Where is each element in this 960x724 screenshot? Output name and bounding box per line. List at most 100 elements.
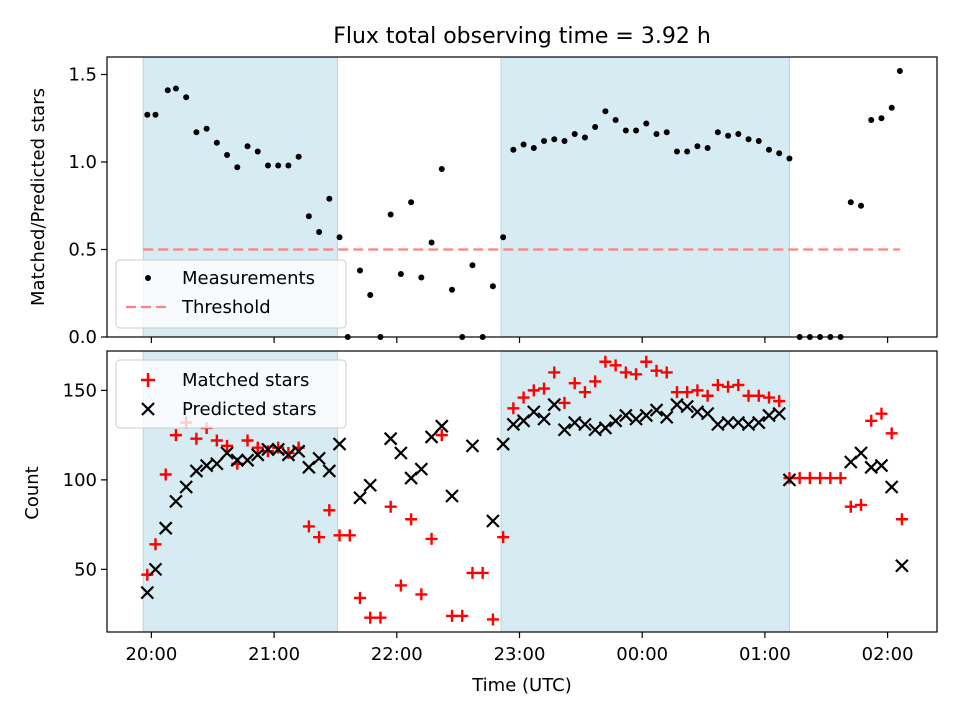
- top-shaded-regions: [142, 56, 790, 338]
- predicted-star-point: [179, 480, 193, 494]
- matched-star-point: [159, 468, 172, 481]
- predicted-star-point: [158, 521, 173, 535]
- measurement-point: [704, 145, 711, 151]
- matched-star-point: [722, 380, 735, 393]
- measurement-point: [765, 146, 772, 153]
- measurement-point: [602, 108, 609, 115]
- predicted-star-point: [629, 412, 643, 426]
- measurement-point: [316, 229, 323, 235]
- matched-star-point: [752, 389, 765, 402]
- predicted-star-point: [690, 405, 705, 419]
- predicted-star-point: [271, 442, 285, 457]
- y-tick-label: 150: [63, 380, 97, 401]
- matched-star-point: [497, 531, 510, 544]
- predicted-star-point: [711, 417, 725, 432]
- measurement-point: [418, 274, 425, 281]
- predicted-star-point: [864, 460, 879, 475]
- predicted-star-point: [762, 408, 776, 423]
- measurement-point: [356, 267, 363, 274]
- matched-star-point: [701, 389, 714, 402]
- measurement-point: [694, 143, 701, 150]
- matched-star-point: [650, 364, 663, 377]
- x-tick-label: 20:00: [125, 644, 177, 665]
- predicted-star-point: [854, 446, 868, 460]
- predicted-star-point: [782, 473, 797, 487]
- matched-star-point: [364, 611, 377, 624]
- matched-star-point: [609, 359, 622, 372]
- matched-star-point: [261, 445, 274, 458]
- measurement-point: [295, 153, 302, 160]
- bottom-panel: 50 100 150 20:00 21:00 22:00 23:00 00:00 01:00 0…: [22, 350, 938, 696]
- measurement-point: [581, 134, 588, 141]
- measurement-point: [725, 132, 732, 139]
- measurement-point: [868, 117, 875, 123]
- predicted-star-point: [680, 399, 694, 414]
- predicted-star-point: [383, 431, 398, 446]
- predicted-star-point: [639, 408, 654, 423]
- predicted-star-point: [199, 458, 214, 473]
- predicted-star-point: [619, 408, 633, 423]
- predicted-star-point: [353, 490, 367, 505]
- measurement-point: [336, 234, 343, 241]
- shaded-region: [500, 56, 790, 338]
- predicted-star-point: [148, 562, 163, 577]
- measurement-point: [489, 283, 496, 290]
- predicted-star-point: [496, 437, 510, 451]
- measurement-point: [264, 162, 271, 169]
- matched-star-point: [711, 379, 724, 392]
- measurement-point: [735, 131, 742, 137]
- matched-star-point: [732, 379, 745, 392]
- measurement-point: [673, 148, 680, 155]
- predicted-star-point: [240, 453, 255, 467]
- predicted-star-point: [445, 489, 459, 503]
- measurement-point: [449, 286, 456, 293]
- matched-star-point: [210, 434, 223, 447]
- matched-star-point: [855, 498, 868, 511]
- predicted-star-point: [884, 480, 899, 494]
- measurement-point: [183, 94, 190, 101]
- x-tick-label: 22:00: [371, 644, 423, 665]
- bottom-legend-box: [115, 359, 347, 429]
- measurement-point: [755, 138, 762, 144]
- matched-star-point: [803, 472, 816, 485]
- measurement-point: [530, 145, 537, 151]
- measurement-point: [275, 162, 282, 169]
- predicted-stars-series: [140, 397, 909, 600]
- predicted-star-point: [363, 478, 377, 493]
- top-y-axis-label: Matched/Predicted stars: [28, 88, 49, 306]
- top-panel: 0.0 0.5 1.0 1.5 Matched/Predicted stars Mea…: [28, 56, 938, 348]
- measurement-point: [438, 166, 445, 172]
- predicted-star-point: [435, 419, 449, 433]
- chart-title: Flux total observing time = 3.92 h: [333, 24, 711, 49]
- y-tick-label: 1.5: [68, 65, 97, 86]
- measurement-point: [745, 136, 752, 143]
- predicted-star-point: [874, 458, 889, 473]
- matched-star-point: [783, 472, 796, 485]
- legend-predicted-label: Predicted stars: [182, 399, 316, 420]
- matched-star-point: [251, 441, 264, 454]
- matched-star-point: [169, 429, 182, 442]
- predicted-star-point: [567, 415, 582, 430]
- measurement-point: [541, 138, 548, 144]
- measurement-point: [643, 120, 650, 127]
- measurement-point: [878, 115, 885, 122]
- measurement-point: [193, 129, 200, 136]
- predicted-star-point: [465, 439, 480, 453]
- matched-star-point: [762, 391, 775, 404]
- matched-star-point: [190, 432, 203, 445]
- measurement-point: [551, 136, 558, 143]
- measurement-point: [428, 239, 435, 246]
- matched-star-point: [875, 407, 888, 420]
- matched-star-point: [844, 500, 857, 513]
- predicted-star-point: [486, 514, 500, 528]
- predicted-star-point: [169, 494, 183, 509]
- matched-star-point: [384, 500, 397, 513]
- matched-star-point: [824, 472, 837, 485]
- predicted-star-point: [527, 405, 541, 419]
- matched-star-point: [619, 366, 632, 379]
- predicted-star-point: [281, 448, 296, 462]
- measurement-point: [896, 68, 903, 74]
- matched-star-point: [558, 396, 571, 409]
- measurement-point: [285, 162, 292, 169]
- measurement-point: [326, 195, 333, 202]
